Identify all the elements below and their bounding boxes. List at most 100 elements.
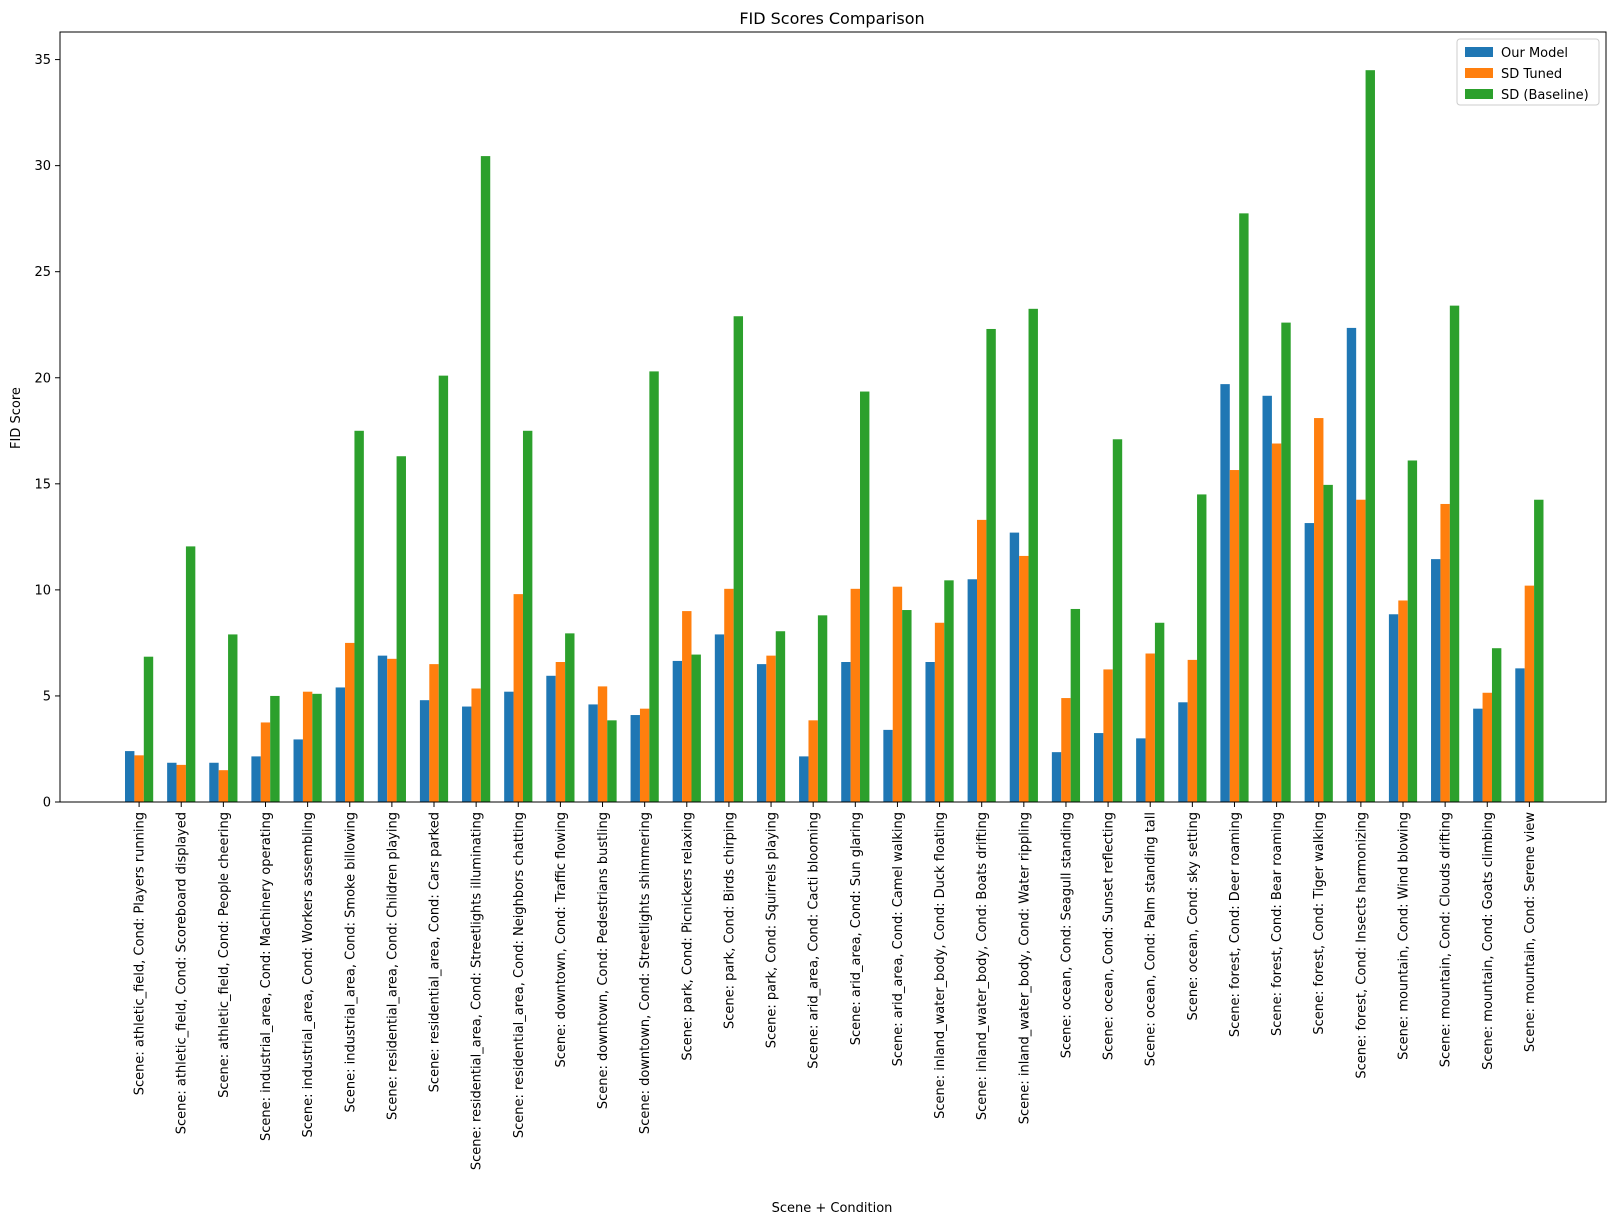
- x-tick-label: Scene: mountain, Cond: Wind blowing: [1397, 812, 1412, 1060]
- bar-our-model: [251, 756, 261, 802]
- x-tick-label: Scene: downtown, Cond: Traffic flowing: [554, 812, 569, 1068]
- bar-our-model: [1051, 752, 1062, 802]
- bar-sd-baseline: [649, 371, 659, 802]
- bar-sd-baseline: [1197, 494, 1207, 802]
- bar-our-model: [504, 691, 514, 802]
- bar-our-model: [1093, 733, 1104, 802]
- x-axis-label: Scene + Condition: [772, 1201, 893, 1216]
- bar-our-model: [293, 739, 303, 802]
- bar-sd-tuned: [1145, 653, 1155, 802]
- y-tick-label: 30: [34, 159, 51, 174]
- bar-sd-tuned: [597, 686, 608, 802]
- bar-sd-baseline: [775, 631, 786, 802]
- x-tick-label: Scene: residential_area, Cond: Streetlig…: [470, 812, 485, 1170]
- bar-sd-tuned: [724, 588, 734, 802]
- bar-our-model: [1009, 532, 1020, 802]
- bar-sd-baseline: [1281, 322, 1291, 802]
- x-tick-label: Scene: arid_area, Cond: Camel walking: [891, 812, 906, 1066]
- bar-sd-baseline: [1028, 308, 1038, 802]
- x-tick-label: Scene: forest, Cond: Deer roaming: [1228, 812, 1243, 1037]
- bar-sd-baseline: [607, 720, 617, 802]
- x-tick-label: Scene: forest, Cond: Insects harmonizing: [1354, 812, 1369, 1079]
- bar-sd-tuned: [1271, 443, 1282, 802]
- x-tick-label: Scene: athletic_field, Cond: Players run…: [133, 812, 148, 1095]
- bar-sd-tuned: [134, 755, 144, 802]
- x-tick-label: Scene: mountain, Cond: Goats climbing: [1481, 812, 1496, 1070]
- bar-our-model: [672, 660, 683, 802]
- x-axis: Scene: athletic_field, Cond: Players run…: [133, 802, 1538, 1170]
- bar-our-model: [462, 706, 472, 802]
- bar-sd-tuned: [176, 764, 186, 802]
- legend-swatch: [1465, 68, 1493, 78]
- y-axis-label: FID Score: [9, 387, 24, 449]
- x-tick-label: Scene: residential_area, Cond: Cars park…: [428, 812, 443, 1092]
- bar-sd-baseline: [691, 654, 701, 802]
- x-tick-label: Scene: park, Cond: Squirrels playing: [765, 812, 780, 1048]
- bar-our-model: [756, 664, 767, 802]
- chart-title: FID Scores Comparison: [739, 9, 924, 28]
- bar-sd-baseline: [312, 693, 322, 802]
- bar-sd-tuned: [218, 770, 229, 802]
- x-tick-label: Scene: athletic_field, Cond: People chee…: [217, 812, 232, 1098]
- bar-our-model: [1346, 327, 1357, 802]
- bar-our-model: [1220, 384, 1230, 802]
- x-tick-label: Scene: arid_area, Cond: Cacti blooming: [807, 812, 822, 1069]
- bar-sd-tuned: [850, 588, 861, 802]
- y-tick-label: 15: [34, 477, 51, 492]
- bar-sd-baseline: [1323, 484, 1333, 802]
- bar-sd-tuned: [302, 691, 313, 802]
- bar-sd-baseline: [1070, 608, 1081, 802]
- x-tick-label: Scene: ocean, Cond: Palm standing tall: [1144, 812, 1159, 1066]
- bar-sd-tuned: [513, 594, 523, 802]
- x-tick-label: Scene: industrial_area, Cond: Machinery …: [259, 812, 274, 1141]
- bar-sd-tuned: [682, 611, 692, 802]
- x-tick-label: Scene: industrial_area, Cond: Smoke bill…: [343, 812, 358, 1113]
- bar-sd-baseline: [270, 695, 280, 802]
- legend-label: SD (Baseline): [1501, 88, 1589, 103]
- bar-our-model: [1178, 702, 1188, 802]
- bar-sd-tuned: [639, 708, 650, 802]
- plot-frame: [59, 31, 1607, 803]
- x-tick-label: Scene: ocean, Cond: sky setting: [1186, 812, 1201, 1020]
- bar-sd-baseline: [1365, 70, 1375, 802]
- bar-sd-baseline: [1154, 622, 1165, 802]
- bar-sd-baseline: [860, 391, 870, 802]
- bar-our-model: [967, 579, 977, 802]
- bar-sd-tuned: [1061, 698, 1071, 802]
- bar-our-model: [588, 704, 598, 802]
- bar-sd-tuned: [1356, 499, 1366, 802]
- y-axis: 0 5 10 15 20 25 30 35: [34, 53, 60, 811]
- bar-sd-baseline: [438, 375, 449, 802]
- x-tick-label: Scene: residential_area, Cond: Children …: [385, 812, 400, 1120]
- x-tick-label: Scene: downtown, Cond: Streetlights shim…: [638, 812, 653, 1134]
- bar-sd-tuned: [387, 658, 397, 802]
- bar-our-model: [546, 675, 556, 802]
- bar-our-model: [1515, 668, 1525, 802]
- bar-sd-baseline: [143, 656, 154, 802]
- x-tick-label: Scene: ocean, Cond: Sunset reflecting: [1102, 812, 1117, 1060]
- x-tick-label: Scene: forest, Cond: Bear roaming: [1270, 812, 1285, 1036]
- bar-our-model: [925, 662, 935, 802]
- bar-sd-baseline: [733, 316, 744, 802]
- x-tick-label: Scene: inland_water_body, Cond: Boats dr…: [975, 812, 990, 1120]
- bar-sd-tuned: [766, 655, 776, 802]
- legend-swatch: [1465, 89, 1493, 99]
- bar-sd-tuned: [808, 720, 818, 802]
- bar-sd-tuned: [1019, 555, 1029, 802]
- bar-our-model: [1262, 395, 1272, 802]
- bar-sd-tuned: [260, 722, 271, 802]
- bar-sd-baseline: [185, 546, 196, 802]
- bar-sd-tuned: [892, 586, 903, 802]
- bar-our-model: [419, 700, 430, 802]
- bar-our-model: [335, 687, 346, 802]
- x-tick-label: Scene: mountain, Cond: Serene view: [1523, 812, 1538, 1052]
- bar-our-model: [1431, 559, 1441, 802]
- bar-our-model: [1473, 708, 1483, 802]
- bar-sd-tuned: [1524, 585, 1535, 802]
- bar-sd-baseline: [565, 633, 575, 802]
- bar-sd-tuned: [1398, 600, 1408, 802]
- bar-sd-baseline: [396, 456, 406, 802]
